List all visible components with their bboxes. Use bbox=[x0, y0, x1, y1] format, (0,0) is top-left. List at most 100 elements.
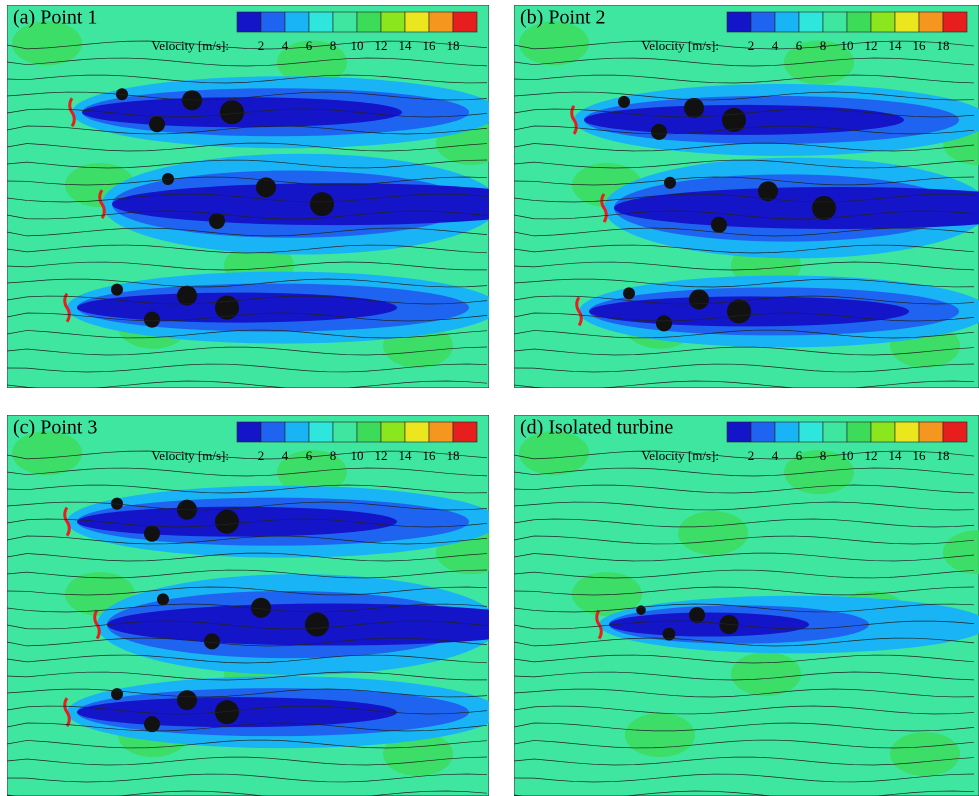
panel-title: (b) Point 2 bbox=[520, 7, 606, 29]
colorbar-swatch bbox=[285, 12, 309, 32]
colorbar-swatch bbox=[775, 422, 799, 442]
colorbar-swatch bbox=[261, 422, 285, 442]
colorbar-swatch bbox=[405, 422, 429, 442]
velocity-blob bbox=[678, 511, 748, 555]
colorbar-tick-label: 10 bbox=[351, 38, 364, 53]
colorbar-label: Velocity [m/s]: bbox=[151, 448, 229, 463]
colorbar-swatch bbox=[895, 422, 919, 442]
colorbar-swatch bbox=[943, 422, 967, 442]
vortex bbox=[111, 688, 123, 700]
colorbar-swatch bbox=[333, 422, 357, 442]
colorbar-swatch bbox=[871, 422, 895, 442]
colorbar-swatch bbox=[895, 12, 919, 32]
vortex bbox=[144, 526, 160, 542]
colorbar-tick-label: 8 bbox=[820, 448, 827, 463]
contour-panel: (b) Point 2Velocity [m/s]:24681012141618 bbox=[514, 5, 979, 388]
vortex bbox=[656, 315, 672, 331]
colorbar-tick-label: 6 bbox=[306, 448, 313, 463]
vortex bbox=[727, 299, 751, 323]
colorbar-swatch bbox=[237, 12, 261, 32]
vortex bbox=[144, 312, 160, 328]
colorbar-swatch bbox=[381, 422, 405, 442]
vortex bbox=[182, 90, 202, 110]
colorbar-swatch bbox=[775, 12, 799, 32]
colorbar-swatch bbox=[333, 12, 357, 32]
colorbar-tick-label: 16 bbox=[913, 38, 927, 53]
colorbar-swatch bbox=[919, 12, 943, 32]
colorbar-swatch bbox=[261, 12, 285, 32]
colorbar-swatch bbox=[453, 422, 477, 442]
colorbar-swatch bbox=[357, 12, 381, 32]
colorbar-swatch bbox=[751, 12, 775, 32]
colorbar-tick-label: 6 bbox=[306, 38, 313, 53]
velocity-blob bbox=[731, 652, 801, 696]
colorbar-tick-label: 16 bbox=[423, 38, 437, 53]
colorbar-tick-label: 14 bbox=[889, 38, 903, 53]
colorbar-tick-label: 4 bbox=[772, 448, 779, 463]
colorbar-tick-label: 14 bbox=[399, 38, 413, 53]
vortex bbox=[812, 196, 836, 220]
colorbar-swatch bbox=[429, 422, 453, 442]
colorbar-tick-label: 18 bbox=[447, 38, 460, 53]
colorbar-tick-label: 6 bbox=[796, 448, 803, 463]
vortex bbox=[220, 100, 244, 124]
vortex bbox=[251, 598, 271, 618]
colorbar-swatch bbox=[237, 422, 261, 442]
colorbar-swatch bbox=[285, 422, 309, 442]
colorbar-swatch bbox=[751, 422, 775, 442]
panel-title: (c) Point 3 bbox=[13, 417, 97, 439]
colorbar-swatch bbox=[799, 12, 823, 32]
vortex bbox=[711, 217, 727, 233]
vortex bbox=[177, 690, 197, 710]
colorbar-tick-label: 10 bbox=[841, 38, 854, 53]
velocity-blob bbox=[625, 713, 695, 757]
colorbar-swatch bbox=[309, 12, 333, 32]
colorbar-swatch bbox=[309, 422, 333, 442]
colorbar-tick-label: 16 bbox=[913, 448, 927, 463]
panel-title: (a) Point 1 bbox=[13, 7, 97, 29]
colorbar-swatch bbox=[405, 12, 429, 32]
vortex bbox=[209, 213, 225, 229]
colorbar-tick-label: 4 bbox=[282, 448, 289, 463]
colorbar-tick-label: 18 bbox=[937, 38, 950, 53]
figure: (a) Point 1 Velocity [m/s]: 2 4 6 8 10 12 14 16 18… bbox=[0, 0, 979, 796]
colorbar-swatch bbox=[871, 12, 895, 32]
colorbar-tick-label: 18 bbox=[937, 448, 950, 463]
colorbar-tick-label: 4 bbox=[282, 38, 289, 53]
colorbar-tick-label: 6 bbox=[796, 38, 803, 53]
colorbar-tick-label: 4 bbox=[772, 38, 779, 53]
vortex bbox=[177, 286, 197, 306]
vortex bbox=[664, 177, 676, 189]
vortex bbox=[623, 287, 635, 299]
vortex bbox=[149, 116, 165, 132]
colorbar-tick-label: 2 bbox=[748, 448, 755, 463]
colorbar-swatch bbox=[823, 12, 847, 32]
vortex bbox=[305, 613, 329, 637]
colorbar-tick-label: 12 bbox=[865, 448, 878, 463]
vortex bbox=[144, 716, 160, 732]
contour-panel: (c) Point 3Velocity [m/s]:24681012141618 bbox=[7, 415, 489, 796]
colorbar-tick-label: 8 bbox=[330, 448, 337, 463]
colorbar-tick-label: 2 bbox=[748, 38, 755, 53]
vortex bbox=[684, 98, 704, 118]
panel-title: (d) Isolated turbine bbox=[520, 417, 673, 439]
colorbar-swatch bbox=[847, 12, 871, 32]
colorbar-tick-label: 12 bbox=[375, 448, 388, 463]
colorbar-swatch bbox=[381, 12, 405, 32]
colorbar-swatch bbox=[847, 422, 871, 442]
vortex bbox=[689, 289, 709, 309]
colorbar-swatch bbox=[727, 12, 751, 32]
colorbar-tick-label: 12 bbox=[375, 38, 388, 53]
vortex bbox=[111, 284, 123, 296]
colorbar-tick-label: 2 bbox=[258, 38, 265, 53]
colorbar-label: Velocity [m/s]: bbox=[641, 38, 719, 53]
colorbar-swatch bbox=[943, 12, 967, 32]
vortex bbox=[310, 192, 334, 216]
colorbar-tick-label: 14 bbox=[889, 448, 903, 463]
colorbar-swatch bbox=[357, 422, 381, 442]
colorbar-tick-label: 10 bbox=[351, 448, 364, 463]
vortex bbox=[215, 510, 239, 534]
vortex bbox=[651, 124, 667, 140]
